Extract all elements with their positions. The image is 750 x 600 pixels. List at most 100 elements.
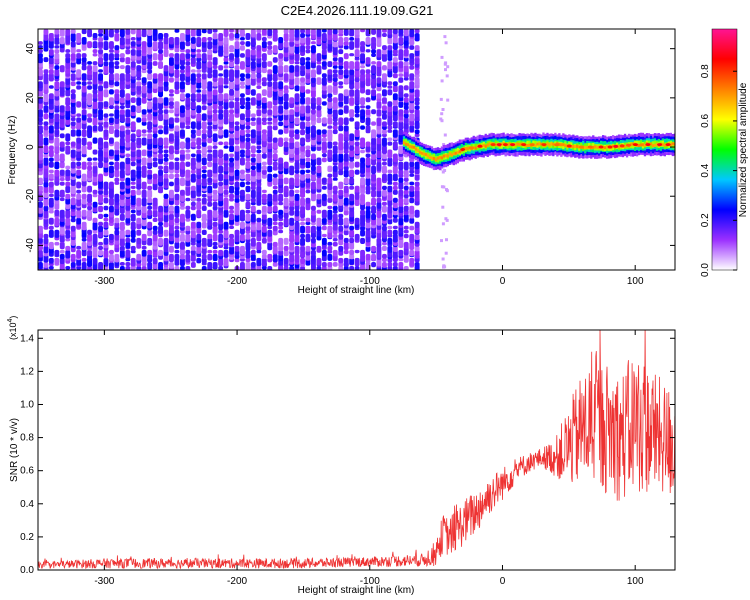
spectrogram-cell bbox=[218, 217, 224, 225]
spectrogram-cell bbox=[163, 109, 169, 114]
spectrogram-cell bbox=[109, 197, 114, 206]
spectrogram-x-tick-label: 0 bbox=[500, 276, 506, 287]
spectrogram-cell bbox=[606, 145, 609, 149]
spectrogram-cell bbox=[43, 233, 49, 239]
spectrogram-cell bbox=[201, 133, 207, 140]
spectrogram-cell bbox=[316, 61, 322, 65]
spectrogram-cell bbox=[147, 69, 153, 74]
spectrogram-cell bbox=[185, 209, 191, 219]
spectrogram-cell bbox=[409, 73, 415, 81]
spectrogram-cell bbox=[119, 249, 125, 258]
spectrogram-cell bbox=[240, 221, 245, 229]
spectrogram-cell bbox=[136, 105, 142, 113]
spectrogram-cell bbox=[109, 97, 114, 106]
spectrogram-cell bbox=[59, 257, 65, 265]
spectrogram-cell bbox=[250, 77, 256, 86]
spectrogram-cell bbox=[70, 89, 76, 94]
spectrogram-cell bbox=[223, 209, 229, 218]
spectrogram-cell bbox=[212, 65, 218, 69]
spectrogram-cell bbox=[87, 201, 92, 207]
spectrogram-cell bbox=[245, 41, 251, 47]
spectrogram-cell bbox=[114, 169, 120, 178]
spectrogram-cell bbox=[392, 93, 398, 101]
spectrogram-cell bbox=[250, 129, 256, 138]
spectrogram-cell bbox=[245, 33, 251, 40]
spectrogram-cell bbox=[382, 153, 387, 159]
spectrogram-cell bbox=[441, 108, 445, 111]
spectrogram-cell bbox=[338, 213, 344, 219]
spectrogram-cell bbox=[92, 201, 98, 208]
spectrogram-cell bbox=[289, 189, 295, 197]
spectrogram-cell bbox=[201, 165, 207, 170]
spectrogram-cell bbox=[185, 225, 191, 232]
spectrogram-cell bbox=[70, 225, 76, 232]
spectrogram-cell bbox=[169, 145, 174, 155]
spectrogram-cell bbox=[300, 173, 305, 181]
spectrogram-cell bbox=[245, 241, 251, 251]
spectrogram-cell bbox=[382, 173, 387, 182]
spectrogram-cell bbox=[327, 141, 333, 149]
spectrogram-cell bbox=[250, 49, 256, 56]
spectrogram-cell bbox=[261, 29, 267, 36]
spectrogram-cell bbox=[500, 142, 503, 146]
spectrogram-cell bbox=[392, 85, 398, 93]
spectrogram-cell bbox=[311, 221, 316, 226]
spectrogram-cell bbox=[300, 45, 305, 53]
spectrogram-cell bbox=[130, 213, 136, 222]
spectrogram-cell bbox=[147, 169, 153, 175]
spectrogram-cell bbox=[125, 133, 131, 142]
spectrogram-cell bbox=[343, 29, 349, 36]
spectrogram-cell bbox=[92, 53, 98, 57]
spectrogram-cell bbox=[392, 49, 398, 55]
spectrogram-cell bbox=[103, 53, 109, 61]
spectrogram-cell bbox=[81, 209, 87, 217]
spectrogram-cell bbox=[130, 209, 136, 214]
spectrogram-cell bbox=[87, 85, 92, 90]
spectrogram-cell bbox=[261, 121, 267, 126]
spectrogram-cell bbox=[43, 113, 49, 120]
spectrogram-cell bbox=[516, 142, 519, 146]
spectrogram-cell bbox=[387, 157, 393, 164]
spectrogram-cell bbox=[360, 237, 365, 244]
spectrogram-cell bbox=[643, 143, 647, 147]
spectrogram-cell bbox=[267, 29, 273, 37]
spectrogram-cell bbox=[256, 145, 262, 150]
spectrogram-cell bbox=[278, 193, 284, 202]
spectrogram-cell bbox=[43, 125, 49, 131]
spectrogram-cell bbox=[294, 221, 300, 229]
spectrogram-cell bbox=[283, 33, 289, 42]
spectrogram-cell bbox=[234, 41, 240, 50]
spectrogram-cell bbox=[365, 77, 371, 86]
spectrogram-cell bbox=[365, 245, 371, 252]
spectrogram-cell bbox=[201, 141, 207, 147]
spectrogram-cell bbox=[81, 85, 87, 93]
spectrogram-cell bbox=[311, 157, 316, 167]
spectrogram-cell bbox=[289, 253, 295, 263]
spectrogram-cell bbox=[98, 73, 103, 81]
spectrogram-cell bbox=[272, 33, 278, 42]
spectrogram-cell bbox=[103, 89, 109, 98]
spectrogram-cell bbox=[234, 77, 240, 85]
spectrogram-cell bbox=[163, 197, 169, 207]
spectrogram-cell bbox=[223, 65, 229, 69]
spectrogram-cell bbox=[387, 125, 393, 130]
spectrogram-cell bbox=[119, 129, 125, 138]
spectrogram-cell bbox=[212, 57, 218, 65]
spectrogram-cell bbox=[382, 241, 387, 246]
spectrogram-cell bbox=[641, 143, 645, 147]
spectrogram-cell bbox=[65, 49, 71, 53]
spectrogram-cell bbox=[398, 237, 404, 247]
spectrogram-cell bbox=[240, 105, 245, 109]
spectrogram-cell bbox=[332, 141, 338, 146]
spectrogram-cell bbox=[305, 201, 311, 211]
spectrogram-cell bbox=[98, 221, 103, 227]
spectrogram-cell bbox=[92, 257, 98, 265]
spectrogram-cell bbox=[403, 169, 409, 179]
spectrogram-cell bbox=[617, 145, 621, 149]
spectrogram-cell bbox=[245, 97, 251, 102]
spectrogram-y-axis-label: Frequency (Hz) bbox=[7, 116, 18, 185]
spectrogram-cell bbox=[81, 197, 87, 205]
spectrogram-cell bbox=[76, 266, 82, 270]
spectrogram-cell bbox=[267, 49, 273, 55]
spectrogram-cell bbox=[201, 145, 207, 155]
